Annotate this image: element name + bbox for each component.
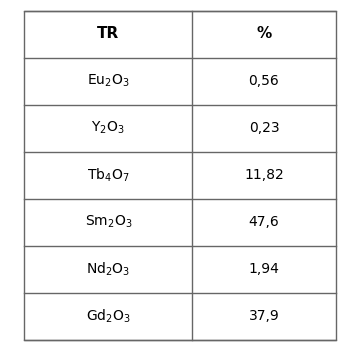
Text: Y$_2$O$_3$: Y$_2$O$_3$ bbox=[91, 120, 125, 136]
Text: 37,9: 37,9 bbox=[249, 309, 279, 323]
Text: 0,23: 0,23 bbox=[249, 121, 279, 135]
Text: Gd$_2$O$_3$: Gd$_2$O$_3$ bbox=[86, 307, 131, 325]
Text: 47,6: 47,6 bbox=[249, 215, 279, 229]
Text: 0,56: 0,56 bbox=[249, 74, 279, 88]
Text: 1,94: 1,94 bbox=[248, 262, 280, 276]
Text: TR: TR bbox=[97, 27, 119, 42]
Text: %: % bbox=[256, 27, 272, 42]
Text: Sm$_2$O$_3$: Sm$_2$O$_3$ bbox=[84, 214, 132, 230]
Bar bbox=[24, 10, 336, 340]
Text: Tb$_4$O$_7$: Tb$_4$O$_7$ bbox=[87, 166, 129, 184]
Text: Nd$_2$O$_3$: Nd$_2$O$_3$ bbox=[86, 260, 130, 278]
Text: Eu$_2$O$_3$: Eu$_2$O$_3$ bbox=[87, 73, 130, 89]
Text: 11,82: 11,82 bbox=[244, 168, 284, 182]
